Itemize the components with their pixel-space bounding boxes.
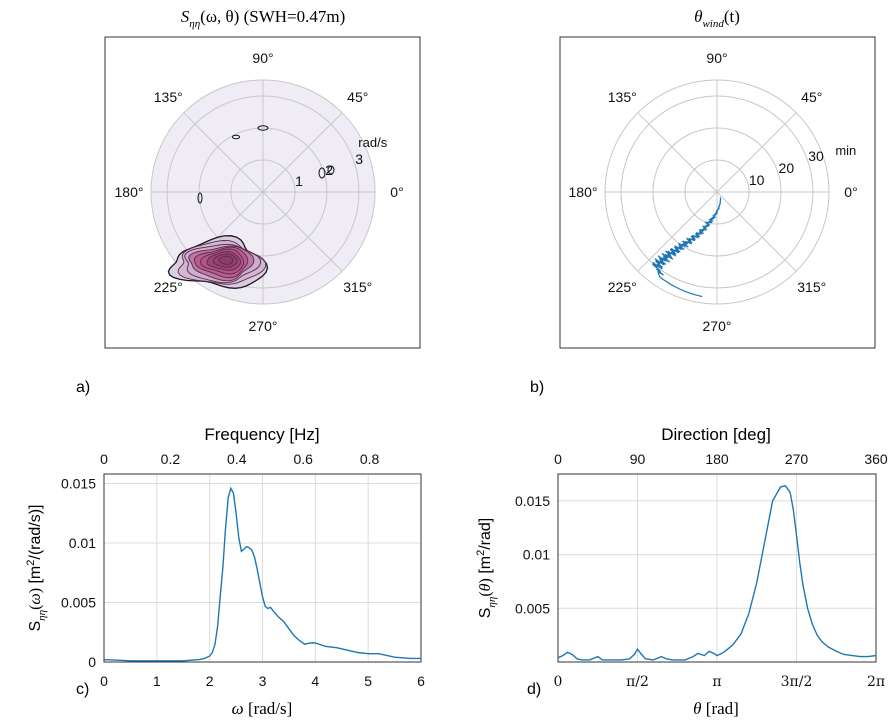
angle-tick-label: 270° <box>249 318 278 334</box>
radial-tick-label: 10 <box>749 172 765 188</box>
omega-axis-title: ω [rad/s] <box>232 699 293 718</box>
radial-unit-label: min <box>835 143 856 158</box>
x-tick-label: 2π <box>867 674 885 690</box>
y-tick-label: 0.005 <box>61 595 96 611</box>
x-tick-label: 1 <box>153 673 161 689</box>
x-tick-label: 2 <box>206 673 214 689</box>
theta-spectrum-axes: 0 π/2 π 3π/2 2π 0.005 0.01 0.015 0 90 180 270 360 <box>515 451 888 690</box>
top-tick-label: 0.6 <box>293 451 313 467</box>
x-tick-label: π <box>712 674 721 690</box>
omega-spectrum-ylabel: Sηη(ω) [m2/(rad/s)] <box>25 504 48 631</box>
polar-spoke <box>637 112 718 193</box>
theta-spectrum-line <box>557 485 877 661</box>
angle-tick-label: 180° <box>115 184 144 200</box>
top-tick-label: 90 <box>630 451 646 467</box>
radial-tick-label: 1 <box>295 173 303 189</box>
polar-spoke <box>262 191 343 272</box>
theta-axis-title: θ [rad] <box>693 699 739 718</box>
angle-tick-label: 225° <box>154 279 183 295</box>
polar-spoke <box>716 112 797 193</box>
minor-contour <box>197 192 203 204</box>
y-tick-label: 0 <box>88 654 96 670</box>
top-tick-label: 270 <box>785 451 809 467</box>
minor-contour <box>257 125 269 131</box>
top-tick-label: 0 <box>554 451 562 467</box>
frequency-axis-title: Frequency [Hz] <box>204 425 319 444</box>
x-tick-label: 5 <box>364 673 372 689</box>
x-tick-label: 3π/2 <box>781 674 813 690</box>
radial-unit-label: rad/s <box>358 135 387 150</box>
angle-tick-label: 315° <box>343 279 372 295</box>
plot-frame <box>557 473 877 663</box>
radial-tick-label: 30 <box>808 148 824 164</box>
polar-spoke <box>637 191 718 272</box>
y-tick-label: 0.015 <box>515 493 550 509</box>
y-tick-label: 0.005 <box>515 600 550 616</box>
polar-wind-panel: 0° 45° 90° 135° 180° 225° 270° 315° 10 20 30 min θw… <box>559 7 876 349</box>
x-tick-label: 6 <box>417 673 425 689</box>
minor-contour <box>318 167 326 179</box>
angle-tick-label: 45° <box>347 89 368 105</box>
panel-label-d: d) <box>527 681 541 698</box>
spectrum-contour <box>218 255 234 265</box>
minor-contour <box>232 134 240 140</box>
x-tick-label: π/2 <box>626 674 649 690</box>
angle-tick-label: 225° <box>608 279 637 295</box>
angle-tick-label: 135° <box>608 89 637 105</box>
polar-wind-plot: 0° 45° 90° 135° 180° 225° 270° 315° 10 20 30 min <box>569 50 858 334</box>
angle-tick-label: 90° <box>706 50 727 66</box>
polar-spoke <box>262 112 343 193</box>
x-tick-label: 3 <box>259 673 267 689</box>
radial-tick-label: 2 <box>325 162 333 178</box>
polar-spectrum-title: Sηη(ω, θ) (SWH=0.47m) <box>181 7 346 30</box>
angle-tick-label: 0° <box>844 184 857 200</box>
panel-label-c: c) <box>76 681 89 698</box>
omega-spectrum-line <box>103 486 421 662</box>
wind-direction-trace <box>652 197 722 298</box>
top-tick-label: 0 <box>100 451 108 467</box>
theta-spectrum-panel: 0 π/2 π 3π/2 2π 0.005 0.01 0.015 0 90 180 270 360 Di… <box>475 425 888 718</box>
panel-label-a: a) <box>76 379 90 396</box>
top-tick-label: 0.4 <box>227 451 247 467</box>
angle-tick-label: 315° <box>797 279 826 295</box>
x-tick-label: 0 <box>554 674 563 690</box>
y-tick-label: 0.015 <box>61 476 96 492</box>
top-tick-label: 0.8 <box>360 451 380 467</box>
plot-frame <box>103 473 422 663</box>
y-tick-label: 0.01 <box>523 547 550 563</box>
x-tick-label: 0 <box>100 673 108 689</box>
angle-tick-label: 270° <box>703 318 732 334</box>
minor-contour <box>327 165 335 175</box>
angle-tick-label: 45° <box>801 89 822 105</box>
theta-spectrum-ylabel: Sηη(θ) [m2/rad] <box>475 518 498 618</box>
y-tick-label: 0.01 <box>69 535 96 551</box>
angle-tick-label: 180° <box>569 184 598 200</box>
angle-tick-label: 0° <box>390 184 403 200</box>
polar-spoke <box>183 112 264 193</box>
polar-wind-title: θwind(t) <box>694 7 740 30</box>
top-tick-label: 180 <box>705 451 729 467</box>
x-tick-label: 4 <box>311 673 319 689</box>
direction-axis-title: Direction [deg] <box>661 425 771 444</box>
top-tick-label: 0.2 <box>161 451 181 467</box>
angle-tick-label: 90° <box>252 50 273 66</box>
radial-tick-label: 3 <box>355 151 363 167</box>
radial-tick-label: 20 <box>779 160 795 176</box>
top-tick-label: 360 <box>864 451 888 467</box>
angle-tick-label: 135° <box>154 89 183 105</box>
panel-label-b: b) <box>530 379 544 396</box>
polar-spoke <box>716 191 797 272</box>
